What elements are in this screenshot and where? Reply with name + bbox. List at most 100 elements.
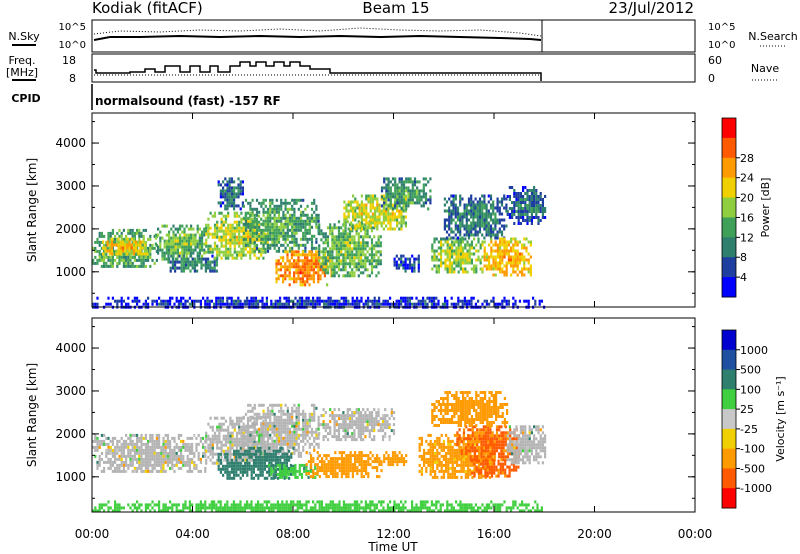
velocity-echo-region xyxy=(431,391,509,427)
freq-label-2: [MHz] xyxy=(6,66,38,79)
power-colorbar-swatch xyxy=(722,118,736,139)
power-echo-region xyxy=(167,254,218,273)
nsky-tick-top: 10^5 xyxy=(59,22,86,33)
velocity-echo-region xyxy=(92,433,207,473)
nsky-label: N.Sky xyxy=(8,30,40,43)
freq-trace xyxy=(94,61,542,81)
velocity-echo-region xyxy=(383,451,408,467)
velocity-plot-area xyxy=(92,318,695,512)
x-tick-label: 04:00 xyxy=(175,527,210,541)
nsky-tick-bottom: 10^0 xyxy=(59,40,86,51)
power-echo-region xyxy=(102,237,149,256)
beam-title: Beam 15 xyxy=(362,0,429,17)
nsearch-label: N.Search xyxy=(748,30,798,43)
power-colorbar-swatch xyxy=(722,217,736,238)
cpid-label: CPID xyxy=(11,92,40,105)
power-colorbar-tick: 4 xyxy=(740,271,747,284)
power-echo-region xyxy=(154,224,206,261)
velocity-panel: 1000 2000 3000 4000 Slant Range [km] xyxy=(25,317,696,513)
velocity-echo-region xyxy=(506,425,547,465)
power-y-tick-label: 2000 xyxy=(55,222,86,236)
velocity-colorbar-swatch xyxy=(722,428,736,450)
power-echo-region xyxy=(506,186,547,225)
cpid-text: normalsound (fast) -157 RF xyxy=(95,94,281,108)
velocity-colorbar-label: Velocity [m s⁻¹] xyxy=(774,376,787,461)
velocity-colorbar-swatch xyxy=(722,349,736,371)
velocity-cells xyxy=(92,391,547,513)
cpid-panel: CPID normalsound (fast) -157 RF xyxy=(11,84,281,110)
velocity-colorbar-swatch xyxy=(722,389,736,410)
power-colorbar-swatch xyxy=(722,277,736,298)
velocity-colorbar-tick: -500 xyxy=(740,462,765,475)
power-y-tick-label: 1000 xyxy=(55,265,86,279)
velocity-colorbar-tick: 100 xyxy=(740,383,761,396)
velocity-echo-region xyxy=(318,408,396,442)
nsearch-tick-bottom: 10^0 xyxy=(708,40,735,51)
power-colorbar-swatch xyxy=(722,137,736,159)
velocity-colorbar-tick: -100 xyxy=(740,443,765,456)
power-y-axis-label: Slant Range [km] xyxy=(25,158,39,262)
velocity-colorbar-tick: -25 xyxy=(740,423,758,436)
power-colorbar-tick: 16 xyxy=(740,211,754,224)
nsearch-tick-top: 10^5 xyxy=(708,22,735,33)
x-axis-title: Time UT xyxy=(367,540,418,554)
velocity-colorbar-swatch xyxy=(722,468,736,489)
power-colorbar-swatch xyxy=(722,257,736,278)
velocity-y-tick-label: 1000 xyxy=(55,470,86,484)
power-echo-region xyxy=(92,228,158,268)
power-echo-region xyxy=(481,237,532,277)
velocity-colorbar-tick: 25 xyxy=(740,403,754,416)
power-colorbar-tick: 24 xyxy=(740,172,754,185)
power-echo-region xyxy=(242,198,320,253)
velocity-echo-region xyxy=(305,451,383,479)
power-colorbar-swatch xyxy=(722,237,736,258)
x-tick-label: 16:00 xyxy=(477,527,512,541)
power-colorbar-tick: 12 xyxy=(740,231,754,244)
power-echo-region xyxy=(443,194,508,240)
velocity-y-tick-label: 2000 xyxy=(55,427,86,441)
velocity-y-tick-label: 4000 xyxy=(55,341,86,355)
power-panel: 1000 2000 3000 4000 Slant Range [km] xyxy=(25,112,696,309)
nsky-trace xyxy=(93,34,542,41)
nave-label: Nave xyxy=(751,62,779,75)
velocity-colorbar-tick: -1000 xyxy=(740,482,772,495)
power-echo-region xyxy=(217,177,244,211)
nsearch-trace xyxy=(93,27,542,37)
power-echo-region xyxy=(380,177,432,211)
power-colorbar-swatch xyxy=(722,157,736,179)
velocity-echo-region xyxy=(267,463,319,479)
power-y-tick-label: 4000 xyxy=(55,136,86,150)
x-tick-label: 00:00 xyxy=(678,527,713,541)
power-colorbar: 4 8 12 16 20 24 28 Power [dB] xyxy=(721,117,772,298)
nsky-panel: N.Sky 10^5 10^0 10^5 10^0 N.Search xyxy=(8,19,798,53)
velocity-colorbar-tick: 500 xyxy=(740,364,761,377)
time-axis: 00:00 04:00 08:00 12:00 16:00 20:00 00:00 xyxy=(75,527,713,541)
power-y-ticks: 1000 2000 3000 4000 xyxy=(55,113,696,307)
power-colorbar-tick: 8 xyxy=(740,251,747,264)
velocity-echo-region xyxy=(92,500,543,513)
nave-tick-bottom: 0 xyxy=(708,72,715,85)
power-colorbar-label: Power [dB] xyxy=(759,178,772,238)
nave-tick-top: 60 xyxy=(708,54,722,67)
velocity-y-ticks: 1000 2000 3000 4000 xyxy=(55,318,696,512)
freq-tick-top: 18 xyxy=(62,54,76,67)
power-colorbar-swatch xyxy=(722,197,736,218)
x-tick-label: 20:00 xyxy=(577,527,612,541)
power-y-tick-label: 3000 xyxy=(55,179,86,193)
velocity-colorbar-swatch xyxy=(722,488,736,509)
velocity-colorbar-swatch xyxy=(722,369,736,390)
x-tick-label: 12:00 xyxy=(376,527,411,541)
date-title: 23/Jul/2012 xyxy=(609,0,694,17)
power-echo-region xyxy=(393,254,420,273)
velocity-colorbar-swatch xyxy=(722,330,736,351)
velocity-echo-region xyxy=(468,459,520,478)
velocity-colorbar-swatch xyxy=(722,448,736,469)
x-tick-label: 08:00 xyxy=(276,527,311,541)
velocity-colorbar-tick: 1000 xyxy=(740,344,768,357)
velocity-y-tick-label: 3000 xyxy=(55,384,86,398)
freq-panel: Freq. [MHz] 18 8 60 0 Nave xyxy=(6,53,779,85)
power-colorbar-swatch xyxy=(722,177,736,199)
freq-tick-bottom: 8 xyxy=(69,72,76,85)
power-echo-region xyxy=(431,237,482,274)
